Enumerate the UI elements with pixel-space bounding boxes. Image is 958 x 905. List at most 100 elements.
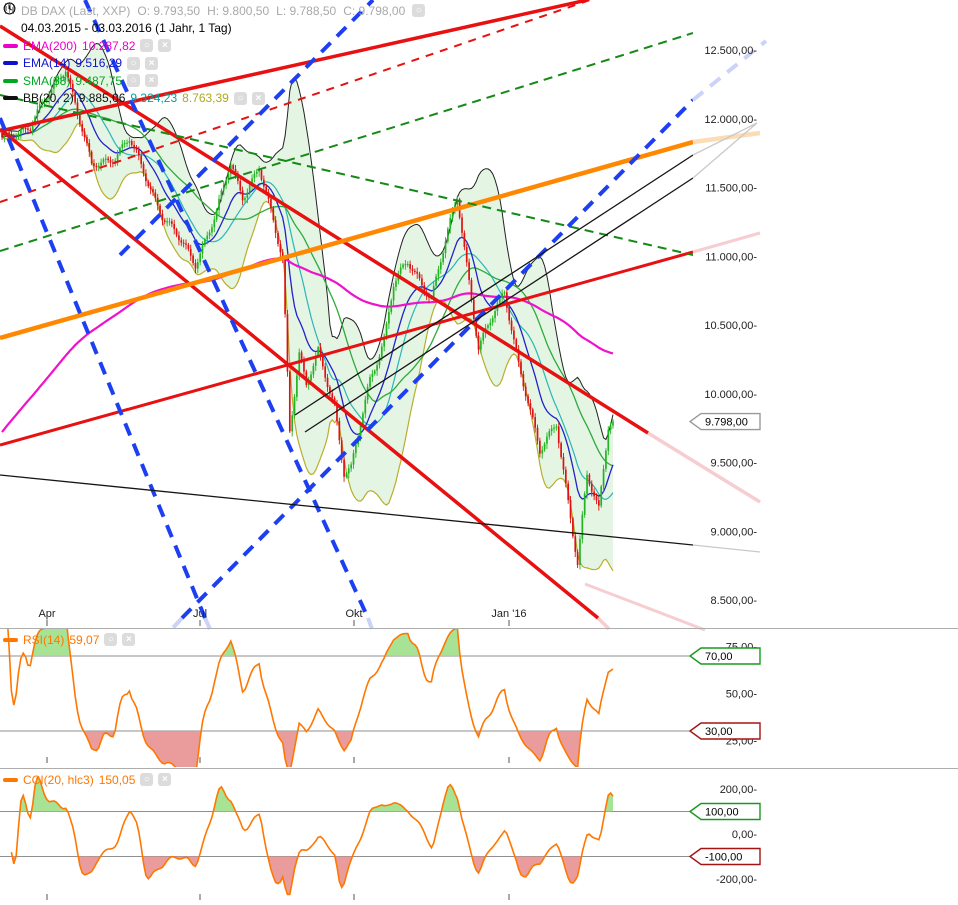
- bollinger-label: BB(20, 2): [23, 91, 74, 106]
- red-support-asc[interactable]: [0, 250, 693, 447]
- cci-fill: [213, 786, 236, 812]
- ema14-close-button[interactable]: ×: [145, 56, 159, 70]
- cci-fill: [369, 802, 408, 812]
- ohlc-low: L: 9.788,50: [276, 3, 337, 18]
- rsi-fill: [83, 731, 115, 751]
- right-axis: 12.500,00- 12.000,00- 11.500,00- 11.000,00-…: [688, 45, 761, 886]
- bollinger-settings-button[interactable]: ○: [233, 91, 247, 105]
- cci-level-marker-shape: [688, 802, 761, 821]
- bollinger-lower-value: 8.763,39: [182, 91, 229, 106]
- ema14-label: EMA(14): [23, 56, 71, 71]
- sma38-close-button[interactable]: ×: [145, 74, 159, 88]
- legend-row-ema200: EMA(200) 10.287,82 ○ ×: [3, 37, 425, 55]
- rsi-fill: [517, 731, 552, 761]
- ema200-close-button[interactable]: ×: [158, 39, 172, 53]
- cci-level-marker-shape: [688, 847, 761, 866]
- blue-dashed-desc-1[interactable]: [0, 117, 207, 619]
- rsi-fill: [221, 641, 236, 656]
- rsi-fill: [334, 731, 354, 751]
- cci-close-button[interactable]: ×: [158, 773, 172, 787]
- bollinger-mid-line: [1, 93, 614, 501]
- cci-tick-label: -200,00-: [716, 874, 757, 886]
- cci-fill: [605, 793, 613, 812]
- cci-level-marker: -100,00: [688, 847, 761, 866]
- orange-uptrend-extension: [692, 130, 761, 145]
- cci-line: [10, 776, 614, 896]
- green-dashed-asc[interactable]: [0, 32, 693, 252]
- price-tick-label: 12.000,00-: [704, 114, 757, 126]
- cci-tick-label: 200,00-: [720, 784, 758, 796]
- black-fan-upper-extension: [692, 122, 758, 156]
- rsi-fill: [142, 731, 202, 767]
- red-resistance-asc[interactable]: [0, 0, 588, 133]
- blue-dashed-asc-top[interactable]: [118, 0, 375, 257]
- price-tick-label: 9.500,00-: [711, 458, 758, 470]
- bollinger-lower-line: [1, 123, 614, 572]
- bollinger-close-button[interactable]: ×: [251, 91, 265, 105]
- blue-dashed-asc-main[interactable]: [180, 98, 693, 620]
- instrument-name: DB DAX (Last, XXP): [21, 3, 131, 18]
- black-fan-lower[interactable]: [304, 177, 693, 433]
- price-tick-label: 12.500,00-: [704, 45, 757, 57]
- ema14-line: [1, 87, 614, 500]
- rsi-level-marker-label: 30,00: [705, 726, 733, 738]
- cci-fill: [78, 856, 101, 875]
- clock-icon: [3, 2, 16, 35]
- cci-fill: [441, 784, 461, 812]
- cci-level-marker-label: 100,00: [705, 807, 739, 819]
- month-label: Okt: [345, 608, 362, 620]
- rsi-tick-label: 50,00-: [726, 689, 758, 701]
- ema200-swatch: [3, 43, 18, 48]
- cci-level-marker-label: -100,00: [705, 852, 742, 864]
- rsi-swatch: [3, 637, 18, 642]
- bollinger-band: [1, 42, 614, 572]
- time-axis: Apr Jul Okt Jan '16: [38, 608, 527, 900]
- cci-swatch: [3, 777, 18, 782]
- price-tick-label: 11.000,00-: [705, 251, 757, 263]
- main-price-panel: [0, 0, 693, 620]
- rsi-line: [7, 629, 614, 767]
- price-tick-label: 10.500,00-: [704, 320, 757, 332]
- sma38-value: 9.487,75: [75, 73, 123, 88]
- bollinger-mid-value: 9.324,23: [130, 91, 178, 106]
- ohlc-open: O: 9.793,50: [137, 3, 201, 18]
- trendlines: [0, 0, 693, 620]
- price-tick-label: 8.500,00-: [711, 595, 758, 607]
- sma38-settings-button[interactable]: ○: [127, 74, 141, 88]
- legend-row-sma38: SMA(38) 9.487,75 ○ ×: [3, 72, 425, 90]
- ema200-settings-button[interactable]: ○: [140, 39, 154, 53]
- chart-legend: DB DAX (Last, XXP) O: 9.793,50 H: 9.800,…: [3, 2, 426, 107]
- ema14-swatch: [3, 61, 18, 66]
- rsi-settings-button[interactable]: ○: [104, 633, 118, 647]
- green-dashed-desc[interactable]: [0, 94, 693, 256]
- red-support-asc-extension: [692, 231, 761, 254]
- sma38-label: SMA(38): [23, 73, 71, 88]
- rsi-fill: [557, 731, 582, 767]
- last-price-marker-label: 9.798,00: [705, 417, 748, 429]
- orange-uptrend[interactable]: [0, 139, 693, 341]
- blue-dashed-asc-main-extension: [170, 616, 184, 631]
- instrument-settings-button[interactable]: ○: [412, 4, 426, 18]
- red-downtrend-a[interactable]: [0, 24, 649, 435]
- cci-fill: [31, 777, 68, 812]
- legend-row-ema14: EMA(14) 9.516,29 ○ ×: [3, 55, 425, 73]
- ema14-settings-button[interactable]: ○: [127, 56, 141, 70]
- last-price-marker-shape: [688, 412, 761, 431]
- month-label: Apr: [38, 608, 55, 620]
- black-fan-base-extension: [692, 544, 761, 553]
- black-fan-lower-extension: [692, 122, 758, 179]
- red-downtrend-b[interactable]: [0, 127, 600, 620]
- blue-dashed-desc-1-extension: [203, 617, 212, 630]
- price-tick-label: 9.000,00-: [711, 526, 758, 538]
- rsi-level-marker-label: 70,00: [705, 651, 733, 663]
- cci-fill: [471, 856, 486, 873]
- rsi-close-button[interactable]: ×: [122, 633, 136, 647]
- black-fan-base[interactable]: [0, 474, 693, 546]
- bollinger-swatch: [3, 96, 18, 101]
- price-tick-label: 11.500,00-: [705, 183, 757, 195]
- cci-settings-button[interactable]: ○: [140, 773, 154, 787]
- black-fan-upper[interactable]: [294, 154, 693, 416]
- blue-dashed-desc-2[interactable]: [83, 0, 370, 619]
